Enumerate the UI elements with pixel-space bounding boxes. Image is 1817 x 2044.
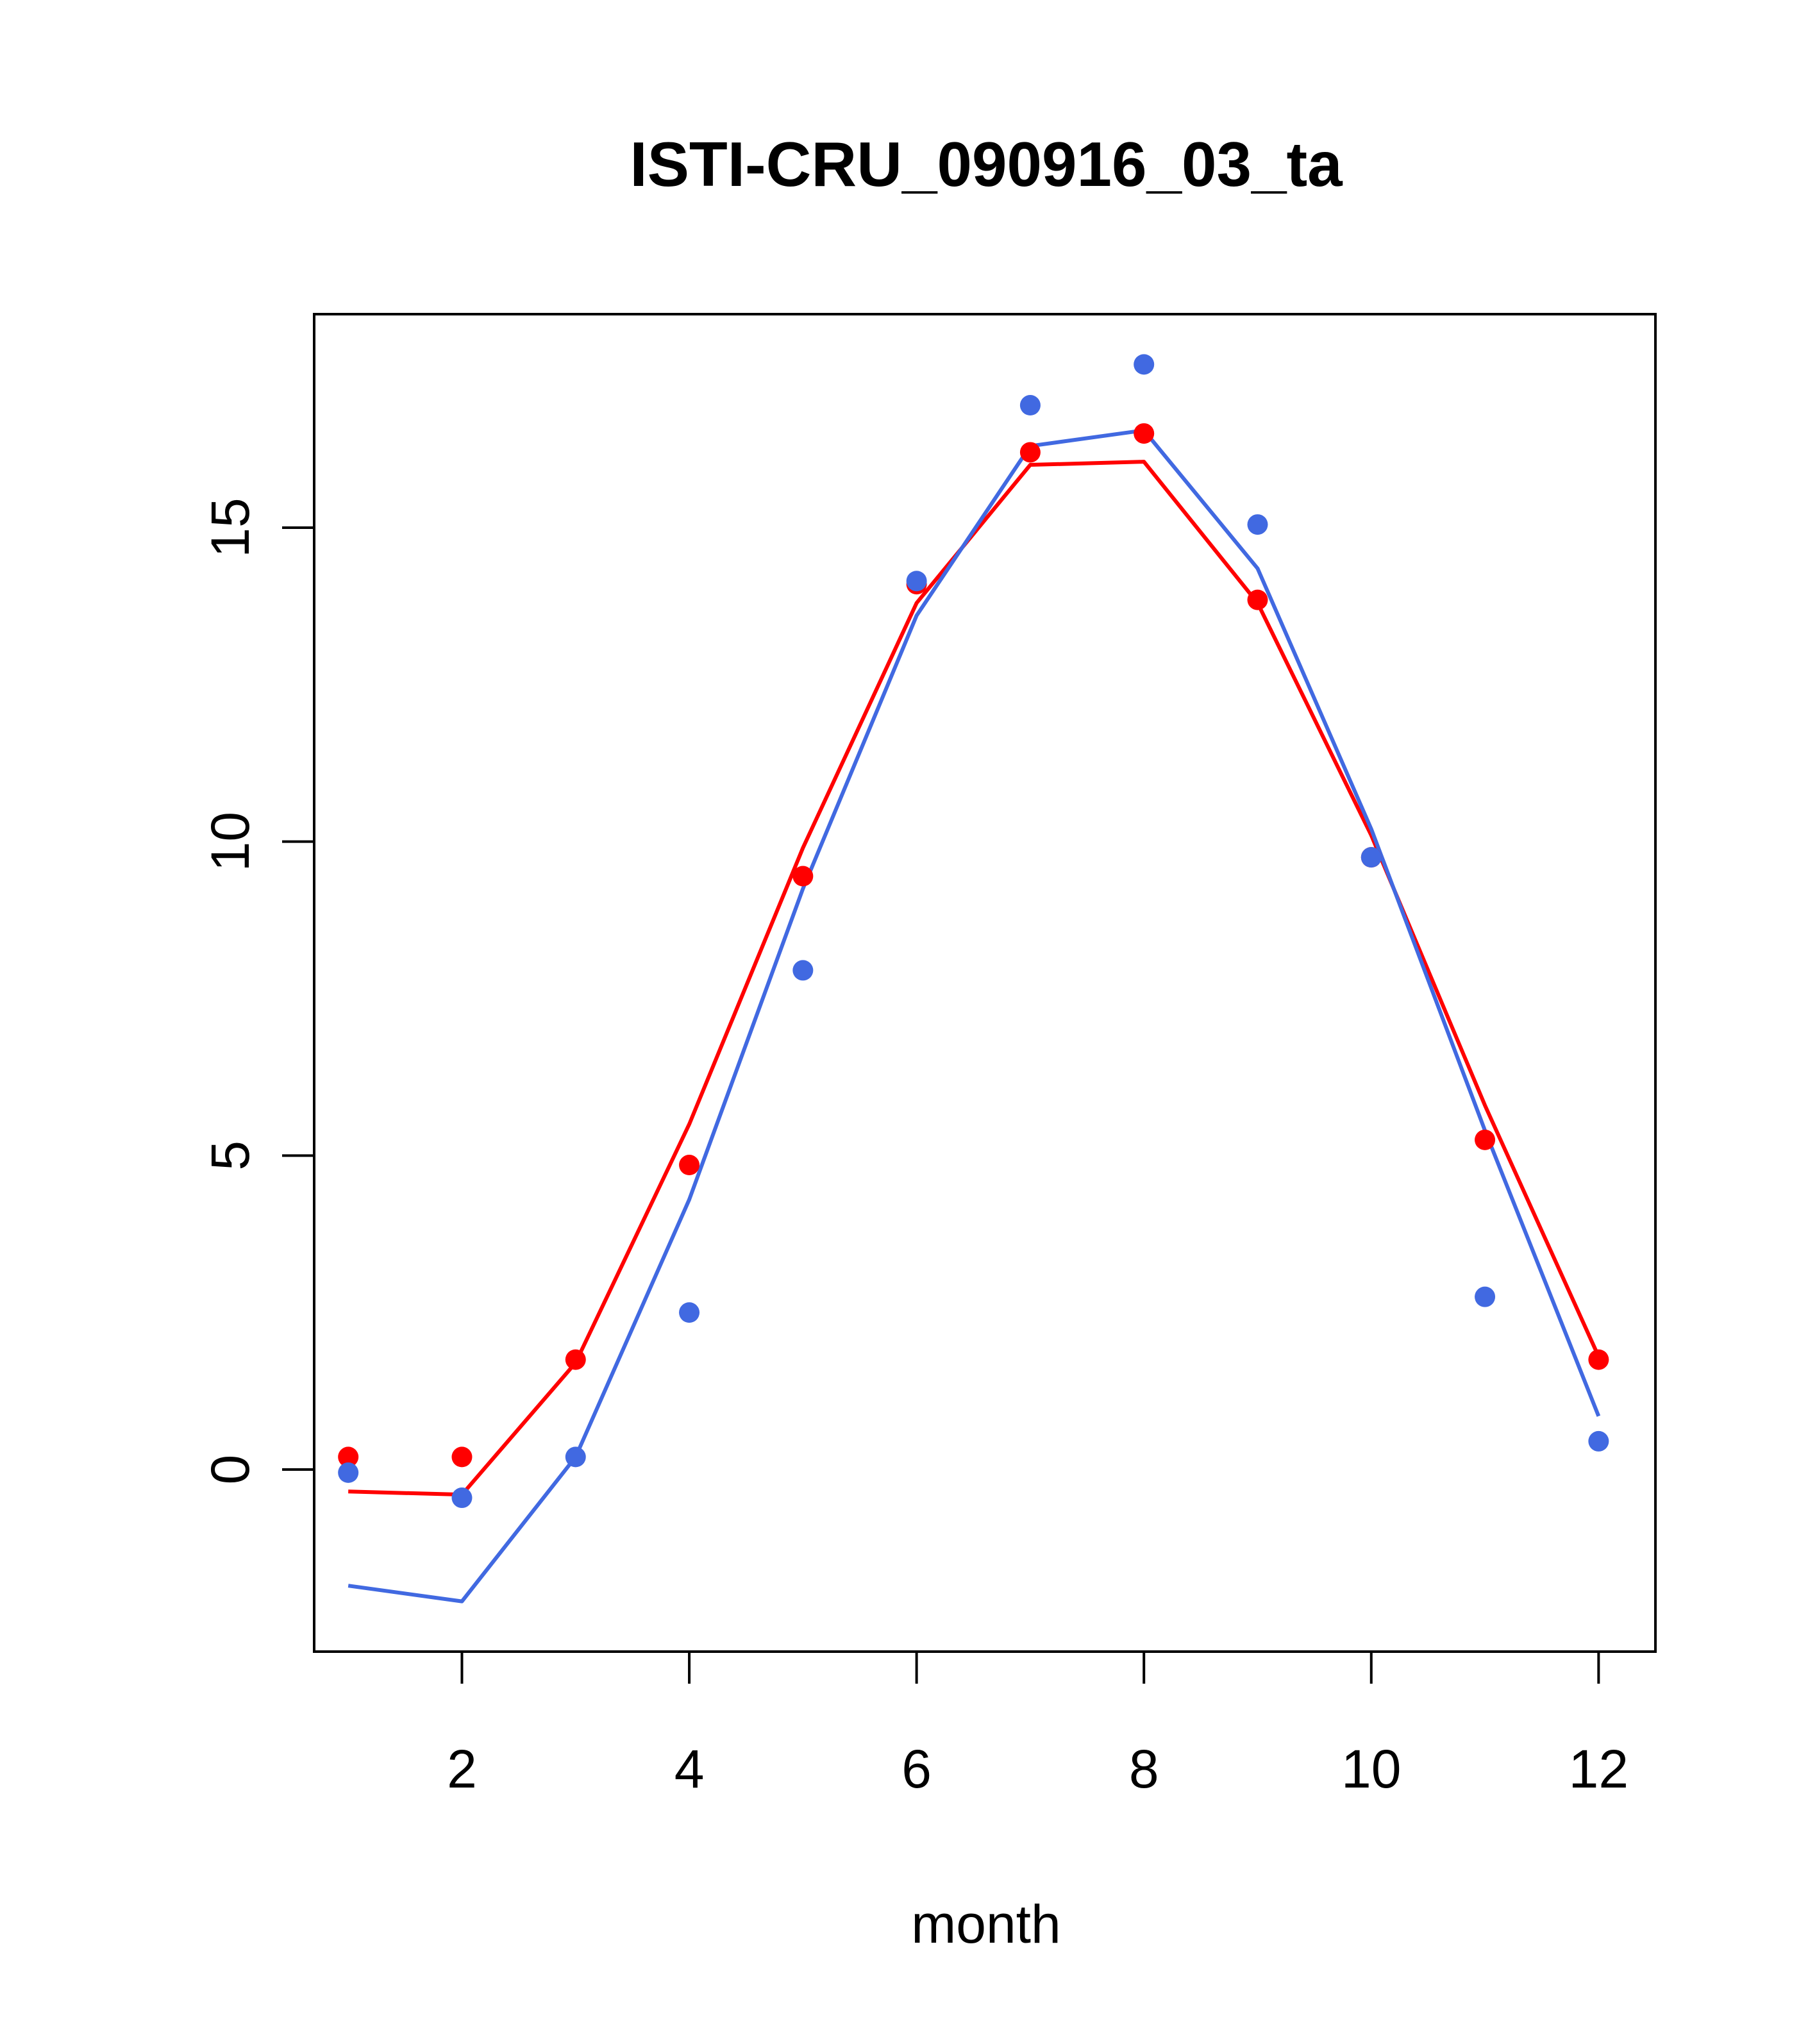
y-axis: 0 5 10 15 bbox=[200, 498, 315, 1485]
x-tick-label: 8 bbox=[1129, 1739, 1159, 1799]
series-2-point bbox=[1019, 395, 1041, 416]
y-tick-label: 10 bbox=[200, 812, 260, 871]
x-tick-label: 2 bbox=[447, 1739, 477, 1799]
series-2-point bbox=[1247, 514, 1268, 535]
x-tick-label: 10 bbox=[1341, 1739, 1401, 1799]
x-tick-label: 6 bbox=[901, 1739, 932, 1799]
series-2-point bbox=[1588, 1430, 1609, 1452]
chart-title: ISTI-CRU_090916_03_ta bbox=[630, 129, 1343, 199]
series-2-point bbox=[792, 960, 814, 981]
series-2-point bbox=[1361, 847, 1382, 868]
y-tick-label: 5 bbox=[200, 1141, 260, 1171]
series-1-point bbox=[565, 1349, 586, 1370]
x-tick-label: 4 bbox=[674, 1739, 705, 1799]
series-1-point bbox=[1019, 442, 1041, 463]
x-axis-title: month bbox=[911, 1894, 1060, 1954]
series-2-point bbox=[565, 1446, 586, 1468]
y-tick-label: 0 bbox=[200, 1455, 260, 1485]
series-points bbox=[338, 354, 1609, 1509]
series-2-line bbox=[347, 428, 1601, 1604]
series-1-point bbox=[451, 1446, 473, 1468]
series-2-point bbox=[1475, 1286, 1496, 1307]
series-1-point bbox=[679, 1155, 700, 1176]
series-1-point bbox=[338, 1446, 359, 1468]
series-1-line bbox=[348, 460, 1601, 1497]
series-1-point bbox=[792, 866, 814, 887]
x-axis: 2 4 6 8 10 12 bbox=[447, 1650, 1629, 1799]
y-tick-label: 15 bbox=[200, 498, 260, 557]
series-2-point bbox=[338, 1462, 359, 1483]
series-2-point bbox=[1134, 354, 1155, 375]
series-1-point bbox=[1475, 1129, 1496, 1150]
series-2-point bbox=[451, 1487, 473, 1509]
series-2-point bbox=[906, 571, 927, 592]
series-1-point bbox=[1588, 1349, 1609, 1370]
series-lines bbox=[347, 428, 1601, 1604]
series-2-point bbox=[679, 1302, 700, 1323]
x-tick-label: 12 bbox=[1569, 1739, 1629, 1799]
series-1-point bbox=[1247, 589, 1268, 610]
series-1-point bbox=[1134, 423, 1155, 444]
